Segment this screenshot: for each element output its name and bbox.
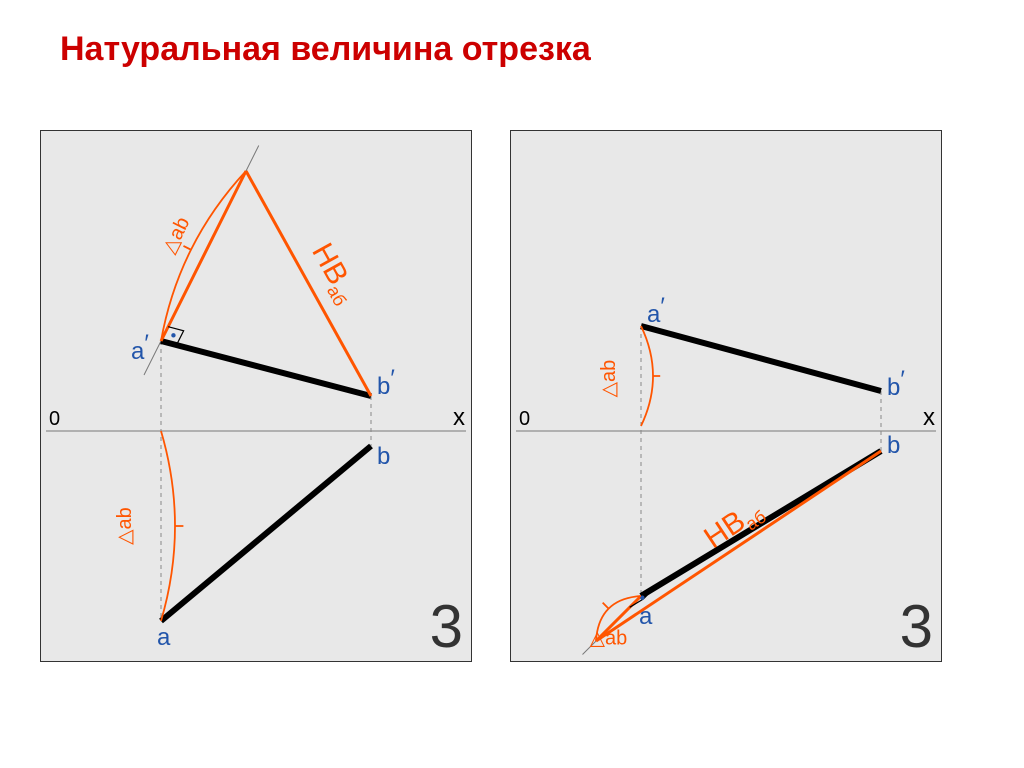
segment-a'b' bbox=[641, 326, 881, 391]
segment-a'b' bbox=[161, 341, 371, 396]
label-hb: НВаб bbox=[303, 238, 365, 310]
label-delta-upper: △ab bbox=[158, 214, 195, 258]
diagram-panel-right: 0 x a′ b′ a b △ab △ab НВаб 3 bbox=[510, 130, 942, 662]
label-o: 0 bbox=[49, 408, 60, 430]
label-a-prime: a′ bbox=[647, 293, 665, 328]
diagram-left-svg: 0 x a′ b′ a b △ab △ab НВаб bbox=[41, 131, 471, 661]
label-x: x bbox=[923, 404, 935, 431]
panel-number: 3 bbox=[430, 592, 463, 661]
diagram-panel-left: 0 x a′ b′ a b △ab △ab НВаб 3 bbox=[40, 130, 472, 662]
label-a-prime: a′ bbox=[131, 330, 149, 365]
angle-dot bbox=[171, 333, 175, 337]
label-a: a bbox=[157, 624, 171, 651]
segment-ab bbox=[161, 446, 371, 621]
brace-delta-lower bbox=[161, 431, 183, 621]
panel-number: 3 bbox=[900, 592, 933, 661]
hb-line bbox=[246, 171, 371, 396]
label-delta-lower: △ab bbox=[590, 628, 628, 650]
label-b: b bbox=[887, 432, 900, 459]
label-delta-upper: △ab bbox=[598, 360, 620, 398]
label-b-prime: b′ bbox=[887, 366, 905, 401]
label-o: 0 bbox=[519, 408, 530, 430]
label-delta-lower: △ab bbox=[114, 507, 136, 545]
brace-delta-upper bbox=[641, 326, 660, 426]
label-a: a bbox=[639, 603, 653, 630]
page-title: Натуральная величина отрезка bbox=[60, 30, 591, 69]
label-x: x bbox=[453, 404, 465, 431]
diagram-right-svg: 0 x a′ b′ a b △ab △ab НВаб bbox=[511, 131, 941, 661]
label-b: b bbox=[377, 443, 390, 470]
label-b-prime: b′ bbox=[377, 365, 395, 400]
